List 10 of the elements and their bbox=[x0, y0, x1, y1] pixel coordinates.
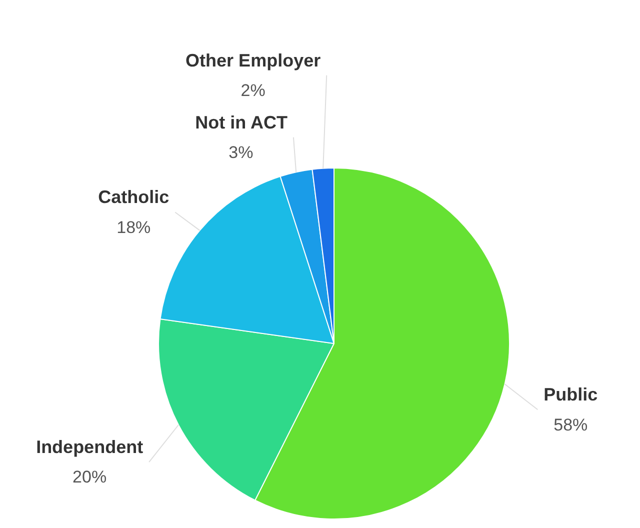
slice-label: Not in ACT bbox=[195, 112, 288, 132]
data-label: 2% bbox=[240, 81, 266, 100]
slice-label: Independent bbox=[36, 437, 144, 458]
data-label: 18% bbox=[116, 218, 151, 237]
slice-label: Other Employer bbox=[186, 50, 321, 70]
slice-label: Catholic bbox=[98, 187, 170, 208]
data-label: 3% bbox=[228, 143, 254, 162]
slice-label: Public bbox=[544, 384, 598, 405]
data-label: 20% bbox=[72, 468, 107, 487]
data-label: 58% bbox=[554, 415, 588, 434]
